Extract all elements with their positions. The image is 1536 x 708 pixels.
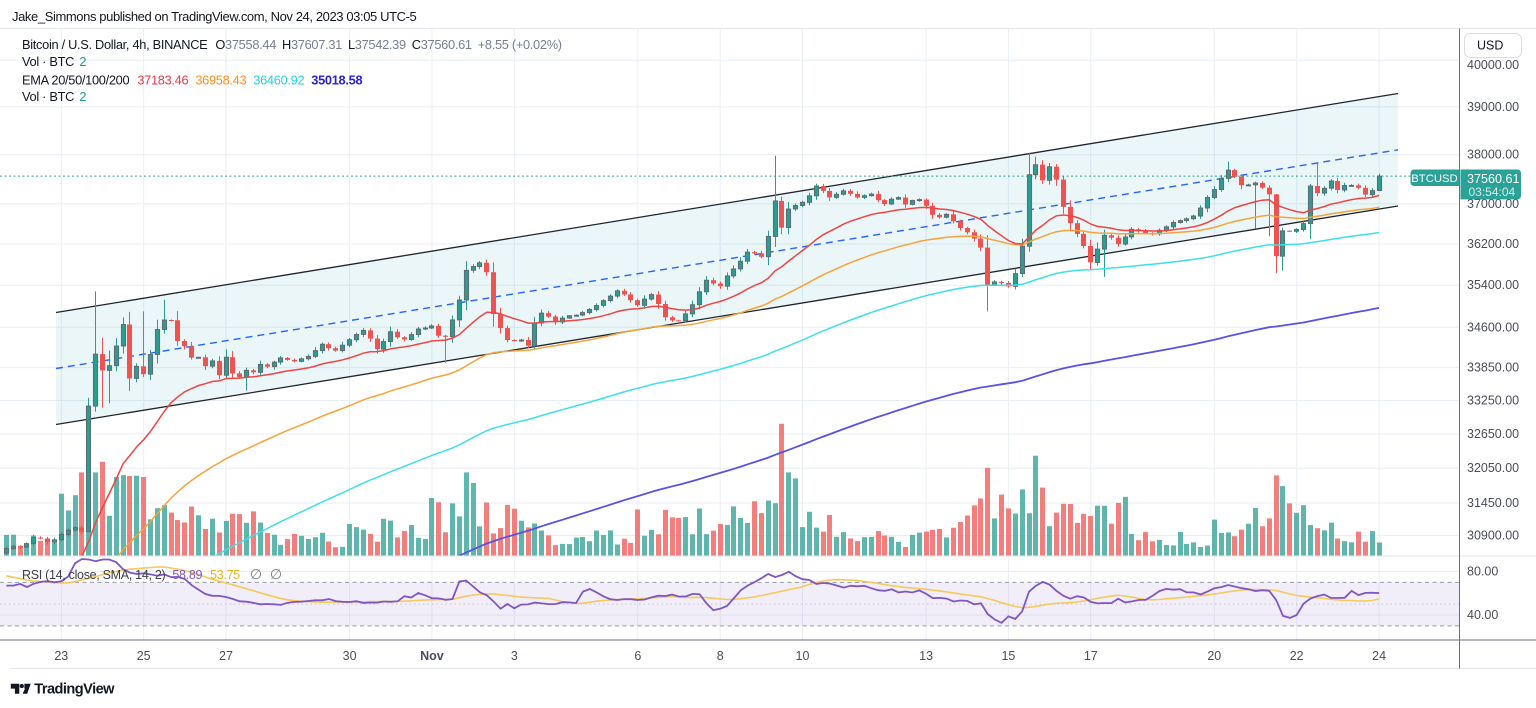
svg-text:36200.00: 36200.00: [1467, 237, 1519, 251]
svg-text:37560.61: 37560.61: [1467, 172, 1520, 186]
svg-text:40000.00: 40000.00: [1467, 58, 1519, 72]
svg-text:39000.00: 39000.00: [1467, 100, 1519, 114]
svg-text:3: 3: [511, 649, 518, 663]
svg-text:17: 17: [1084, 649, 1098, 663]
svg-text:25: 25: [137, 649, 151, 663]
svg-text:30900.00: 30900.00: [1467, 529, 1519, 543]
svg-text:6: 6: [634, 649, 641, 663]
svg-text:80.00: 80.00: [1467, 565, 1498, 579]
svg-text:27: 27: [219, 649, 233, 663]
svg-text:03:54:04: 03:54:04: [1469, 185, 1516, 199]
svg-text:33250.00: 33250.00: [1467, 394, 1519, 408]
svg-text:38000.00: 38000.00: [1467, 148, 1519, 162]
svg-text:35400.00: 35400.00: [1467, 278, 1519, 292]
svg-text:USD: USD: [1477, 39, 1503, 53]
svg-text:Vol · BTC 2: Vol · BTC 2: [22, 54, 86, 69]
svg-text:Jake_Simmons published on Trad: Jake_Simmons published on TradingView.co…: [12, 9, 417, 24]
svg-text:23: 23: [54, 649, 68, 663]
svg-text:37000.00: 37000.00: [1467, 197, 1519, 211]
svg-text:RSI (14, close, SMA, 14, 2)58.: RSI (14, close, SMA, 14, 2) 58.89 53.75 ∅ ∅: [22, 566, 282, 582]
svg-text:20: 20: [1207, 649, 1221, 663]
svg-text:34600.00: 34600.00: [1467, 320, 1519, 334]
svg-text:30: 30: [343, 649, 357, 663]
svg-text:24: 24: [1372, 649, 1386, 663]
svg-text:32050.00: 32050.00: [1467, 461, 1519, 475]
svg-text:8: 8: [717, 649, 724, 663]
svg-text:15: 15: [1001, 649, 1015, 663]
svg-text:40.00: 40.00: [1467, 608, 1498, 622]
svg-text:10: 10: [796, 649, 810, 663]
svg-text:BTCUSD: BTCUSD: [1411, 173, 1457, 185]
svg-text:Nov: Nov: [420, 649, 444, 663]
svg-text:32650.00: 32650.00: [1467, 427, 1519, 441]
svg-text:31450.00: 31450.00: [1467, 496, 1519, 510]
svg-text:33850.00: 33850.00: [1467, 361, 1519, 375]
svg-text:13: 13: [919, 649, 933, 663]
svg-text:TradingView: TradingView: [34, 682, 115, 698]
svg-text:Vol · BTC 2: Vol · BTC 2: [22, 89, 86, 104]
svg-text:22: 22: [1290, 649, 1304, 663]
svg-text:Bitcoin / U.S. Dollar, 4h, BIN: Bitcoin / U.S. Dollar, 4h, BINANCE O37558…: [22, 37, 562, 52]
